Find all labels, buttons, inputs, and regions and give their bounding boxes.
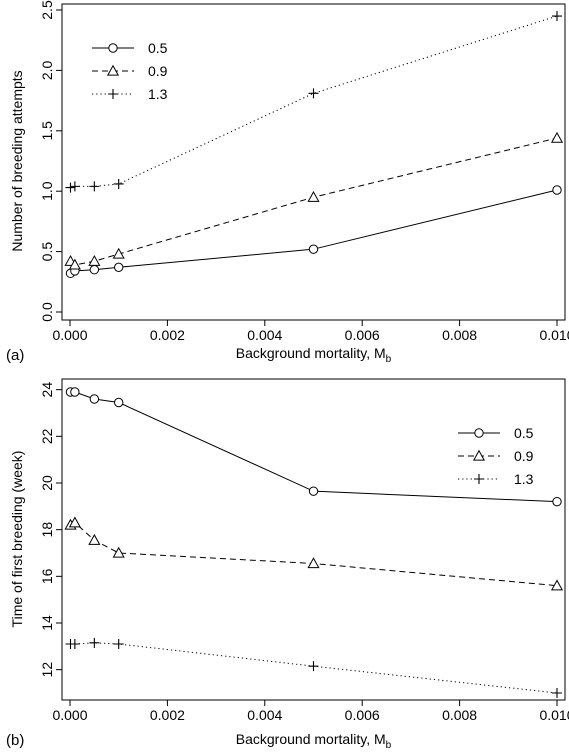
y-tick-label: 24 bbox=[39, 382, 55, 398]
data-point bbox=[89, 394, 100, 404]
x-tick-label: 0.008 bbox=[442, 327, 477, 343]
y-axis-title: Time of first breeding (week) bbox=[9, 451, 25, 628]
y-tick-label: 1.5 bbox=[39, 121, 55, 141]
data-point bbox=[552, 11, 562, 22]
x-tick-label: 0.006 bbox=[345, 707, 380, 723]
legend-entry: 0.5 bbox=[458, 425, 534, 441]
x-tick-label: 0.010 bbox=[539, 327, 569, 343]
data-point bbox=[69, 639, 80, 649]
data-point bbox=[89, 265, 100, 275]
y-tick-label: 2.0 bbox=[39, 60, 55, 80]
data-point bbox=[307, 557, 320, 569]
data-point bbox=[552, 185, 562, 195]
data-point bbox=[88, 533, 101, 545]
series-0.9 bbox=[64, 131, 564, 270]
data-point bbox=[113, 178, 124, 189]
data-point bbox=[552, 496, 562, 507]
legend-marker bbox=[474, 474, 484, 484]
legend-marker bbox=[106, 64, 120, 76]
x-tick-label: 0.004 bbox=[247, 707, 282, 723]
data-point bbox=[308, 486, 319, 496]
legend-marker bbox=[108, 43, 118, 53]
series-1.3 bbox=[65, 11, 562, 193]
y-tick-label: 0.5 bbox=[39, 242, 55, 262]
y-tick-label: 12 bbox=[39, 662, 55, 678]
x-tick-label: 0.006 bbox=[345, 327, 380, 343]
chart-panel-b: 0.000 0.002 0.004 0.006 0.008 0.010 12 14 16 18 20… bbox=[6, 378, 569, 751]
legend-entry: 1.3 bbox=[458, 471, 534, 487]
series-0.9 bbox=[64, 516, 564, 591]
y-tick-label: 2.5 bbox=[39, 0, 55, 20]
legend-label: 1.3 bbox=[148, 86, 168, 102]
data-point bbox=[550, 131, 564, 143]
data-point bbox=[89, 637, 100, 648]
data-point bbox=[308, 88, 319, 99]
data-point bbox=[308, 661, 319, 672]
y-tick-label: 16 bbox=[39, 568, 55, 584]
y-tick-label: 22 bbox=[39, 428, 55, 444]
legend-entry: 0.9 bbox=[458, 448, 534, 464]
data-point bbox=[89, 181, 100, 192]
data-point bbox=[112, 247, 125, 259]
data-point bbox=[113, 639, 124, 649]
panel-label: (a) bbox=[6, 347, 24, 364]
data-point bbox=[88, 255, 101, 266]
legend-entry: 0.5 bbox=[92, 40, 168, 56]
series-line bbox=[70, 522, 558, 587]
data-point bbox=[65, 182, 76, 193]
x-tick-label: 0.000 bbox=[52, 327, 87, 343]
y-axis-title: Number of breeding attempts bbox=[9, 70, 25, 251]
x-tick-label: 0.004 bbox=[247, 327, 282, 343]
y-tick-label: 1.0 bbox=[39, 181, 55, 201]
data-point bbox=[68, 516, 81, 528]
legend-marker bbox=[108, 89, 118, 99]
legend-label: 1.3 bbox=[514, 471, 534, 487]
data-point bbox=[112, 546, 125, 558]
data-point bbox=[552, 688, 562, 698]
series-line bbox=[70, 15, 558, 189]
y-tick-label: 0.0 bbox=[39, 302, 55, 322]
y-tick-label: 20 bbox=[39, 475, 55, 491]
data-point bbox=[114, 397, 124, 408]
legend-label: 0.9 bbox=[148, 63, 168, 79]
series-0.5 bbox=[65, 185, 562, 279]
data-point bbox=[307, 191, 320, 202]
data-point bbox=[68, 258, 81, 270]
legend-marker bbox=[472, 449, 486, 461]
y-tick-label: 14 bbox=[39, 615, 55, 631]
x-tick-label: 0.010 bbox=[539, 707, 569, 723]
panel-label: (b) bbox=[6, 732, 24, 749]
plot-frame bbox=[61, 3, 566, 321]
y-tick-label: 18 bbox=[39, 522, 55, 538]
legend-label: 0.5 bbox=[514, 425, 534, 441]
data-point bbox=[550, 579, 564, 591]
x-tick-label: 0.000 bbox=[52, 707, 87, 723]
x-axis-title: Background mortality, Mb bbox=[236, 345, 392, 365]
series-line bbox=[70, 391, 558, 503]
x-axis-title: Background mortality, Mb bbox=[236, 731, 392, 751]
data-point bbox=[69, 181, 80, 192]
series-line bbox=[70, 189, 558, 274]
data-point bbox=[114, 262, 124, 273]
series-0.5 bbox=[65, 387, 562, 507]
x-tick-label: 0.002 bbox=[150, 327, 185, 343]
plot-frame bbox=[61, 378, 566, 701]
data-point bbox=[308, 244, 319, 254]
legend-entry: 1.3 bbox=[92, 86, 168, 102]
series-1.3 bbox=[65, 637, 562, 698]
x-tick-label: 0.002 bbox=[150, 707, 185, 723]
chart-panel-a: 0.000 0.002 0.004 0.006 0.008 0.010 0.0 0.5 1.0 1… bbox=[6, 0, 569, 365]
data-point bbox=[70, 387, 80, 397]
legend-entry: 0.9 bbox=[92, 63, 168, 79]
legend-label: 0.5 bbox=[148, 40, 168, 56]
x-tick-label: 0.008 bbox=[442, 707, 477, 723]
legend-label: 0.9 bbox=[514, 448, 534, 464]
legend-marker bbox=[474, 428, 484, 438]
